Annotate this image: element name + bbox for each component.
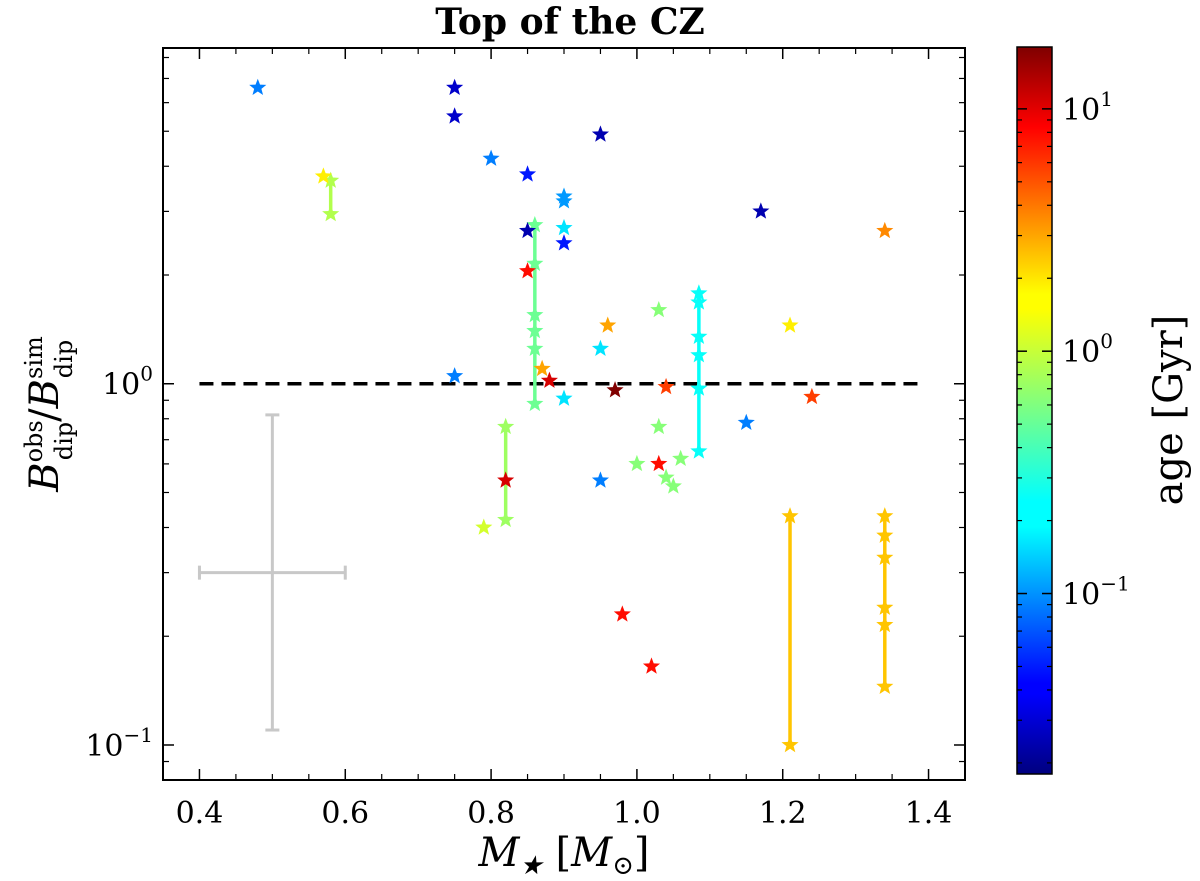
series-point-5-5 xyxy=(876,677,894,694)
data-point-15 xyxy=(650,301,668,318)
data-point-8 xyxy=(555,218,573,236)
data-point-12 xyxy=(876,221,894,239)
colorbar-tick-label: 100 xyxy=(1062,329,1113,370)
data-point-16 xyxy=(781,316,799,333)
colorbar-ticks: 10−1 100 101 xyxy=(1017,87,1130,764)
data-point-5 xyxy=(518,165,537,182)
y-tick-labels: 100 10−1 xyxy=(85,362,153,764)
data-point-17 xyxy=(591,339,610,357)
series-point-0-0 xyxy=(322,171,340,188)
x-tick-label: 1.2 xyxy=(759,796,807,831)
data-point-1 xyxy=(446,78,464,95)
series-point-2-0 xyxy=(497,417,515,435)
data-point-3 xyxy=(591,125,610,142)
series-layer xyxy=(322,171,894,753)
colorbar-tick-label: 101 xyxy=(1062,87,1113,128)
data-point-21 xyxy=(606,381,624,398)
x-tick-label: 0.4 xyxy=(176,796,224,831)
plot-frame xyxy=(162,47,966,781)
data-point-34 xyxy=(475,518,493,535)
series-point-3-5 xyxy=(690,442,708,459)
data-point-2 xyxy=(446,107,464,124)
data-point-26 xyxy=(650,417,668,435)
point-layer xyxy=(249,78,894,674)
data-point-30 xyxy=(657,468,675,485)
series-point-0-1 xyxy=(322,205,340,222)
data-point-28 xyxy=(628,454,646,472)
series-point-1-1 xyxy=(526,254,544,271)
data-point-27 xyxy=(650,454,668,472)
series-point-3-1 xyxy=(690,293,708,310)
series-point-3-0 xyxy=(690,284,708,301)
series-point-3-3 xyxy=(690,346,708,363)
data-point-32 xyxy=(591,471,610,488)
data-point-23 xyxy=(555,389,573,406)
data-point-31 xyxy=(664,477,682,494)
x-tick-label: 0.6 xyxy=(321,796,369,831)
data-point-24 xyxy=(803,387,821,405)
data-point-4 xyxy=(482,149,500,166)
y-tick-label: 100 xyxy=(102,362,153,403)
x-tick-label: 1.4 xyxy=(905,796,953,831)
data-point-19 xyxy=(533,359,551,377)
series-point-5-1 xyxy=(876,526,894,543)
data-point-7 xyxy=(555,192,573,209)
error-bar-layer xyxy=(197,413,347,732)
series-point-1-5 xyxy=(526,394,544,412)
colorbar xyxy=(1016,46,1053,775)
data-point-29 xyxy=(672,449,690,467)
x-tick-labels: 0.4 0.6 0.8 1.0 1.2 1.4 xyxy=(176,796,953,831)
colorbar-label: age [Gyr] xyxy=(1146,315,1192,506)
x-axis-label: M★ [M⊙] xyxy=(478,830,650,881)
data-point-36 xyxy=(642,657,661,674)
data-point-25 xyxy=(737,413,755,431)
series-point-5-4 xyxy=(876,615,894,633)
data-point-20 xyxy=(540,371,558,388)
series-point-2-1 xyxy=(497,510,515,528)
series-point-4-0 xyxy=(781,507,799,524)
series-point-1-4 xyxy=(526,339,544,357)
y-axis-label: Bobsdip/Bsimdip xyxy=(20,336,78,493)
x-tick-label: 0.8 xyxy=(467,796,515,831)
data-point-9 xyxy=(555,234,573,251)
colorbar-tick-label: 10−1 xyxy=(1062,572,1130,613)
series-point-5-0 xyxy=(876,507,894,524)
data-point-13 xyxy=(518,262,537,279)
series-point-1-0 xyxy=(526,216,544,233)
data-point-22 xyxy=(657,377,675,395)
tick-layer xyxy=(162,48,966,781)
series-point-3-2 xyxy=(690,327,708,344)
data-point-11 xyxy=(752,202,770,219)
data-point-35 xyxy=(613,605,631,622)
data-point-0 xyxy=(249,78,267,95)
series-point-5-3 xyxy=(876,598,894,615)
series-point-4-1 xyxy=(781,735,799,753)
series-point-3-4 xyxy=(690,379,708,396)
data-point-10 xyxy=(518,221,537,239)
series-point-1-2 xyxy=(526,305,544,323)
x-tick-label: 1.0 xyxy=(613,796,661,831)
data-point-33 xyxy=(497,471,515,488)
data-point-14 xyxy=(599,316,617,333)
series-point-5-2 xyxy=(876,548,894,565)
data-point-18 xyxy=(446,367,464,384)
series-point-1-3 xyxy=(526,321,544,339)
y-tick-label: 10−1 xyxy=(85,723,153,764)
chart-title: Top of the CZ xyxy=(435,1,705,43)
data-point-37 xyxy=(314,167,332,184)
